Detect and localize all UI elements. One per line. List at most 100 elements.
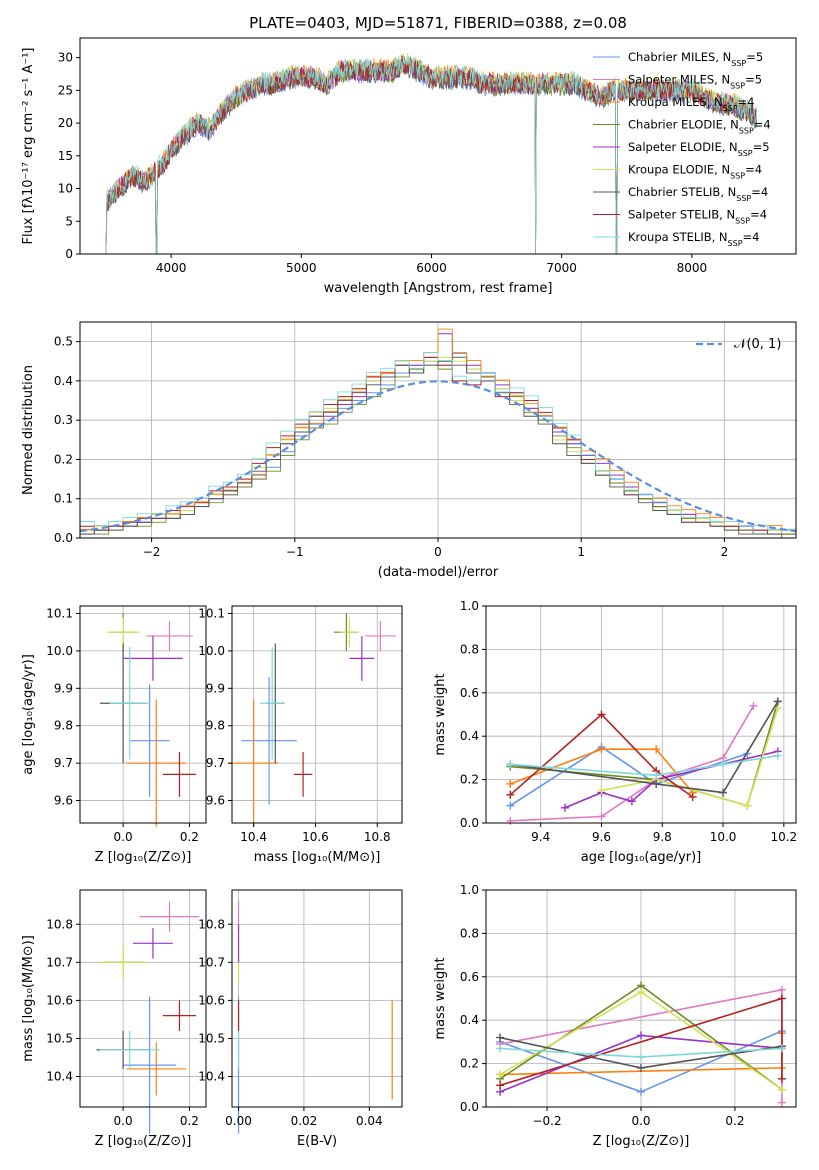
histogram-series (79, 360, 796, 539)
legend-entry: Chabrier ELODIE, NSSP=4 (628, 118, 771, 136)
weight-marker (637, 1031, 645, 1040)
weight-marker (777, 1074, 786, 1083)
y-axis-label: mass [log₁₀(M/M⊙)] (21, 935, 36, 1062)
y-tick-label: 0.4 (460, 1013, 479, 1027)
y-tick-label: 9.9 (206, 681, 225, 695)
weight-marker (496, 1070, 505, 1079)
legend-entry: Salpeter MILES, NSSP=5 (628, 73, 762, 91)
mass-vs-reddening-panel: 0.00 0.02 0.04 10.4 10.5 10.6 10.7 10.8 E(B-V) (198, 889, 403, 1149)
weight-marker (773, 751, 782, 760)
weight-marker (561, 803, 570, 812)
x-tick-label: 10.8 (364, 830, 391, 844)
x-tick-label: 10.6 (302, 830, 329, 844)
y-axis-label: age [log₁₀(age/yr)] (21, 654, 36, 775)
weight-marker (773, 697, 782, 706)
y-tick-label: 10.8 (46, 917, 73, 931)
x-tick-label: −0.2 (532, 1114, 561, 1128)
weight-marker (637, 1053, 645, 1062)
x-axis-label: mass [log₁₀(M/M⊙)] (254, 850, 381, 865)
y-tick-label: 0.3 (54, 413, 73, 427)
weight-marker (506, 816, 515, 825)
x-tick-label: 9.4 (531, 830, 550, 844)
weight-marker (777, 1098, 786, 1107)
weight-marker (777, 1044, 786, 1053)
y-tick-label: 10.4 (46, 1070, 73, 1084)
y-tick-label: 10.1 (46, 606, 73, 620)
x-tick-label: 10.2 (770, 830, 797, 844)
x-tick-label: 7000 (546, 261, 577, 275)
y-tick-label: 9.6 (206, 794, 225, 808)
x-tick-label: 0.02 (291, 1114, 318, 1128)
y-tick-label: 10.5 (46, 1031, 73, 1045)
y-tick-label: 20 (58, 116, 73, 130)
weight-marker (652, 745, 661, 754)
y-tick-label: 0.2 (54, 452, 73, 466)
axes-frame (231, 605, 403, 824)
y-tick-label: 0 (65, 247, 73, 261)
legend-entry: Kroupa ELODIE, NSSP=4 (628, 163, 762, 181)
age-vs-mass-panel: 10.4 10.6 10.8 9.6 9.7 9.8 9.9 10.0 10.1 mass [lo… (198, 605, 403, 865)
weight-marker (506, 801, 515, 810)
y-tick-label: 9.9 (54, 681, 73, 695)
legend-entry: Kroupa STELIB, NSSP=4 (628, 230, 759, 248)
y-tick-label: 9.7 (54, 756, 73, 770)
chart-title: PLATE=0403, MJD=51871, FIBERID=0388, z=0… (249, 14, 627, 32)
legend-entry: 𝒩(0, 1) (734, 337, 781, 352)
y-tick-label: 0.0 (54, 531, 73, 545)
y-tick-label: 0.0 (460, 1100, 479, 1114)
histogram-series (79, 352, 796, 538)
weight-line-kroupa_miles (510, 748, 694, 794)
x-tick-label: 0.0 (114, 830, 133, 844)
y-tick-label: 9.7 (206, 756, 225, 770)
weight-marker (688, 792, 697, 801)
y-tick-label: 10.6 (198, 993, 225, 1007)
y-axis-label: Normed distribution (21, 365, 36, 495)
legend-entry: Salpeter STELIB, NSSP=4 (628, 208, 767, 226)
x-tick-label: 0.2 (180, 830, 199, 844)
x-tick-label: 6000 (416, 261, 447, 275)
y-tick-label: 0.0 (460, 816, 479, 830)
mass-vs-metallicity-panel: 0.0 0.2 10.4 10.5 10.6 10.7 10.8 Z [log₁₀(Z/Z⊙)… (21, 889, 207, 1149)
weight-marker (597, 745, 606, 754)
mass-weight-vs-metallicity-panel: −0.2 0.0 0.2 0.0 0.2 0.4 0.6 0.8 1.0 Z [log₁₀(Z/Z… (433, 883, 797, 1149)
y-tick-label: 30 (58, 51, 73, 65)
x-tick-label: 2 (721, 545, 729, 559)
spectrum-series-kroupa_stelib (105, 53, 758, 254)
x-axis-label: age [log₁₀(age/yr)] (581, 850, 702, 865)
weight-marker (506, 760, 515, 769)
x-tick-label: 10.4 (240, 830, 267, 844)
mass-weight-vs-age-panel: 9.4 9.6 9.8 10.0 10.2 0.0 0.2 0.4 0.6 0.8 1.0 age [… (433, 599, 797, 865)
axes-frame (79, 605, 207, 824)
legend-entry: Chabrier MILES, NSSP=5 (628, 50, 763, 68)
x-tick-label: 0.04 (356, 1114, 383, 1128)
x-tick-label: 0.2 (180, 1114, 199, 1128)
x-tick-label: 5000 (286, 261, 317, 275)
y-axis-label: mass weight (433, 957, 448, 1039)
weight-marker (597, 812, 606, 821)
y-tick-label: 10.7 (198, 955, 225, 969)
y-tick-label: 25 (58, 83, 73, 97)
x-tick-label: 10.0 (710, 830, 737, 844)
weight-marker (506, 779, 515, 788)
y-tick-label: 9.8 (54, 719, 73, 733)
y-tick-label: 9.6 (54, 794, 73, 808)
y-tick-label: 0.2 (460, 1057, 479, 1071)
x-tick-label: 9.8 (653, 830, 672, 844)
weight-marker (496, 1044, 505, 1053)
y-tick-label: 10.4 (198, 1070, 225, 1084)
x-tick-label: 9.6 (592, 830, 611, 844)
x-tick-label: 8000 (677, 261, 708, 275)
y-tick-label: 0.4 (54, 374, 73, 388)
weight-line-kroupa_stelib (510, 754, 778, 777)
x-tick-label: 0.0 (114, 1114, 133, 1128)
y-tick-label: 15 (58, 149, 73, 163)
y-tick-label: 0.4 (460, 729, 479, 743)
x-tick-label: 0.0 (631, 1114, 650, 1128)
legend-entry: Chabrier STELIB, NSSP=4 (628, 185, 768, 203)
weight-marker (506, 790, 515, 799)
y-tick-label: 0.8 (460, 642, 479, 656)
weight-line-chabrier_miles (509, 746, 748, 807)
weight-marker (749, 701, 758, 710)
y-axis-label: Flux [fλ10⁻¹⁷ erg cm⁻² s⁻¹ A⁻¹] (21, 48, 36, 245)
